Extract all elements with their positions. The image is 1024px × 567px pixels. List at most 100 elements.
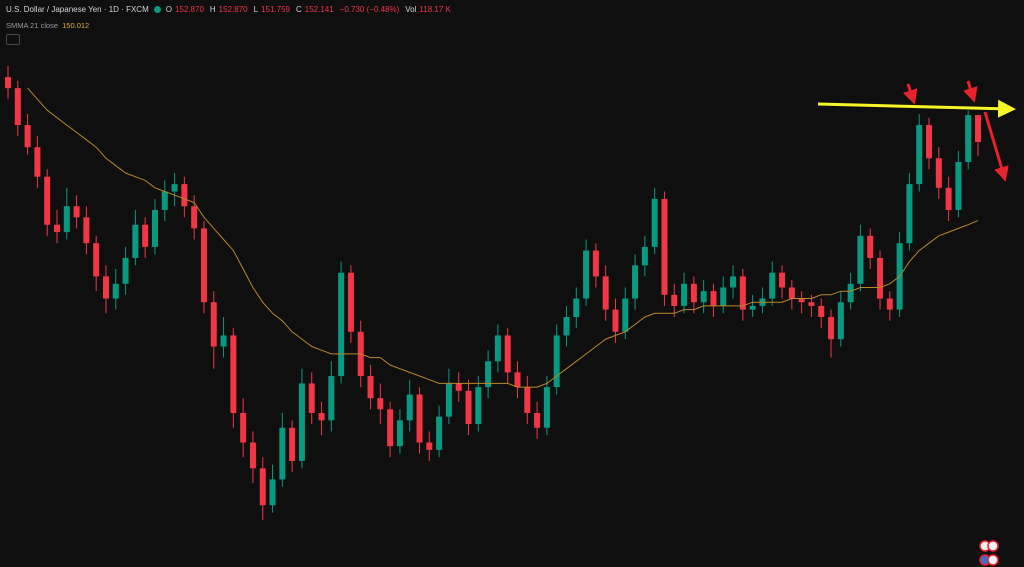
candle-body xyxy=(573,298,580,317)
high-label: H xyxy=(209,5,216,14)
candle-body xyxy=(730,276,737,288)
candle-body xyxy=(102,276,109,299)
candle-body xyxy=(622,298,629,332)
candle-body xyxy=(308,383,315,413)
candle-body xyxy=(818,305,825,317)
top-arrow xyxy=(903,83,918,105)
candle-body xyxy=(926,125,933,159)
candle-body xyxy=(857,235,864,284)
candle-body xyxy=(847,283,854,303)
candle-body xyxy=(269,479,276,506)
candle-body xyxy=(200,228,207,303)
market-status xyxy=(153,6,161,13)
candle-body xyxy=(671,294,678,306)
candle-body xyxy=(592,250,599,277)
candle-body xyxy=(53,224,60,233)
candle-body xyxy=(867,235,874,258)
collapse-button[interactable] xyxy=(6,34,20,45)
candle-body xyxy=(151,209,158,247)
icon[interactable] xyxy=(987,540,999,552)
low-value: 151.759 xyxy=(261,5,290,14)
candle-body xyxy=(445,383,452,417)
open-value: 152.870 xyxy=(174,5,204,14)
candle-body xyxy=(406,394,413,421)
candle-body xyxy=(44,176,51,225)
candle-body xyxy=(661,198,668,295)
candle-body xyxy=(338,272,345,377)
symbol-header: U.S. Dollar / Japanese Yen · 1D · FXCM O… xyxy=(6,5,454,14)
top-arrow xyxy=(963,80,978,103)
candle-body xyxy=(563,316,570,336)
candle-body xyxy=(377,398,384,410)
candle-body xyxy=(494,335,501,362)
candle-body xyxy=(808,302,815,306)
candle-body xyxy=(945,187,952,210)
candle-body xyxy=(24,125,31,148)
candle-body xyxy=(73,206,80,218)
candle-body xyxy=(249,442,256,469)
candle-body xyxy=(210,302,217,347)
candle-body xyxy=(837,302,844,340)
candle-body xyxy=(612,309,619,332)
candle-body xyxy=(534,412,541,428)
candle-body xyxy=(906,184,913,244)
candle-body xyxy=(181,184,188,207)
candle-body xyxy=(524,387,531,413)
candle-body xyxy=(436,416,443,450)
candle-body xyxy=(916,125,923,185)
indicator-legend[interactable]: SMMA 21 close 150.012 xyxy=(6,21,89,30)
candle-body xyxy=(965,115,972,162)
candle-body xyxy=(328,376,335,421)
corner-icons[interactable] xyxy=(979,540,999,566)
candle-body xyxy=(651,198,658,247)
candle-body xyxy=(475,387,482,425)
candle-body xyxy=(455,383,462,391)
candle-body xyxy=(5,77,11,89)
candle-body xyxy=(514,372,521,388)
candle-body xyxy=(426,442,433,450)
candle-body xyxy=(553,335,560,388)
candle-body xyxy=(347,272,354,332)
high-value: 152.870 xyxy=(218,5,248,14)
candle-body xyxy=(749,305,756,310)
candle-body xyxy=(788,287,795,299)
candle-body xyxy=(298,383,305,461)
candle-body xyxy=(739,276,746,310)
candle-body xyxy=(34,147,41,177)
candle-body xyxy=(396,420,403,447)
candle-body xyxy=(112,283,119,299)
candle-body xyxy=(710,291,717,306)
candle-body xyxy=(583,250,590,299)
candle-body xyxy=(83,217,90,244)
candle-body xyxy=(632,265,639,299)
candle-body xyxy=(935,158,942,188)
candle-body xyxy=(877,257,884,299)
indicator-value: 150.012 xyxy=(62,21,90,30)
candle-body xyxy=(387,409,394,447)
change-value: −0.730 (−0.48%) xyxy=(339,5,400,14)
close-label: C xyxy=(295,5,302,14)
smma-line xyxy=(27,87,979,388)
candle-body xyxy=(93,243,100,277)
candle-body xyxy=(142,224,149,247)
candle-body xyxy=(161,191,168,210)
icon[interactable] xyxy=(987,554,999,566)
candle-body xyxy=(279,427,286,480)
candle-body xyxy=(504,335,511,373)
close-value: 152.141 xyxy=(304,5,334,14)
candle-body xyxy=(171,184,178,192)
candle-body xyxy=(367,376,374,399)
candle-body xyxy=(318,412,325,421)
candle-body xyxy=(465,390,472,425)
candle-body xyxy=(259,468,266,506)
candle-body xyxy=(416,394,423,443)
indicator-name: SMMA 21 close xyxy=(6,21,59,30)
candle-body xyxy=(975,115,981,142)
candle-body xyxy=(543,387,550,428)
candle-body xyxy=(191,206,198,229)
candle-body xyxy=(779,272,786,288)
candle-body xyxy=(602,276,609,310)
candle-body xyxy=(769,272,776,299)
candle-body xyxy=(828,316,835,340)
